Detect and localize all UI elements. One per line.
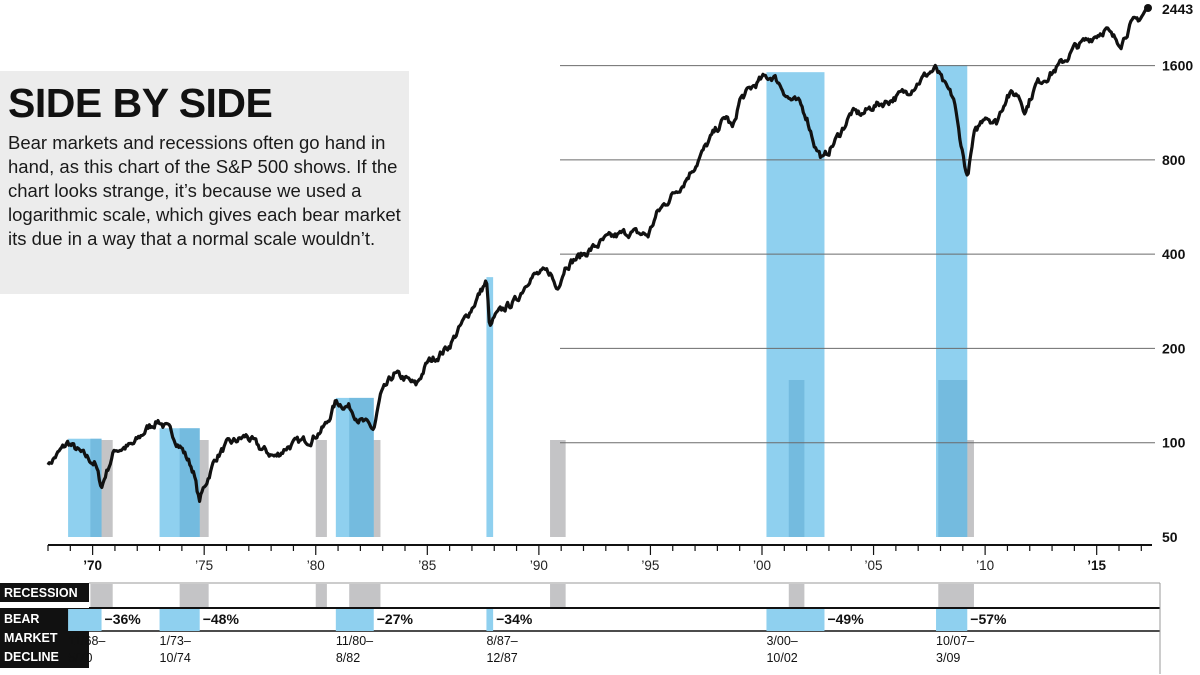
bear-decline-value: −36% [105,611,142,627]
bear-period-start: 10/07– [936,634,974,648]
recession-period-cell [938,584,974,607]
bear-period-start: 11/68– [68,634,105,648]
bear-period-cell [936,609,968,631]
bear-period-end: 3/09 [936,651,960,665]
chart-description: Bear markets and recessions often go han… [8,132,401,249]
x-tick-label: ’95 [641,558,659,573]
bear-decline-value: −34% [496,611,533,627]
y-tick-label: 1600 [1162,58,1193,74]
x-tick-label: ’70 [83,558,102,573]
y-tick-label: 200 [1162,340,1186,356]
bear-period-cell [335,609,374,631]
recession-period-cell [90,584,113,607]
overlap-band [788,380,805,537]
bear-decline-value: −27% [377,611,414,627]
gridlines [560,65,1155,444]
recession-bands [90,440,974,537]
bear-period-end: 8/82 [336,651,360,665]
bear-period-start: 8/87– [486,634,517,648]
recession-band [315,440,327,537]
recession-period-cell [788,584,805,607]
overlap-band [938,380,968,537]
bear-period-cell [159,609,200,631]
overlap-band [90,438,102,537]
y-axis: 50 100 200 400 800 1600 2443 [1162,1,1193,545]
x-tick-label: ’00 [753,558,771,573]
recession-period-cell [315,584,327,607]
recession-row-label-bg [0,583,89,602]
bear-row-label-3: DECLINE [4,650,59,664]
x-axis: ’70 ’75 ’80 ’85 ’90 ’95 ’00 ’05 ’10 ’15 [47,544,1152,573]
endpoint-marker [1144,4,1152,12]
recession-bear-table: RECESSION BEAR MARKET DECLINE −36%11/68– 5/70… [0,582,1161,674]
recession-period-cell [550,584,566,607]
recession-period-cell [179,584,209,607]
bear-period-end: 12/87 [486,651,517,665]
x-tick-label: ’80 [307,558,325,573]
bear-market-band [486,277,494,537]
y-tick-label: 2443 [1162,1,1193,17]
x-tick-label: ’05 [865,558,883,573]
bear-period-cell [68,609,102,631]
bear-period-cell [766,609,825,631]
recession-row-label: RECESSION [4,586,78,600]
recession-band [550,440,566,537]
bear-period-start: 1/73– [160,634,191,648]
sp500-line-layer [46,4,1152,503]
title-panel [0,71,409,294]
bear-period-cell [486,609,494,631]
y-tick-label: 50 [1162,529,1178,545]
bear-period-end: 10/74 [160,651,191,665]
x-tick-label: ’90 [530,558,548,573]
recession-period-cell [349,584,381,607]
y-tick-label: 800 [1162,152,1186,168]
bear-row-label-2: MARKET [4,631,58,645]
bear-row-label-1: BEAR [4,612,39,626]
y-tick-label: 100 [1162,435,1186,451]
x-tick-label: ’75 [195,558,213,573]
x-tick-label: ’85 [418,558,436,573]
bear-period-end: 5/70 [68,651,92,665]
bear-decline-value: −48% [203,611,240,627]
x-tick-label: ’15 [1087,558,1106,573]
bear-period-start: 11/80– [336,634,373,648]
bear-period-end: 10/02 [766,651,797,665]
y-tick-label: 400 [1162,246,1186,262]
chart-title: SIDE BY SIDE [8,80,273,126]
sp500-line [46,6,1149,503]
bear-decline-value: −49% [827,611,864,627]
x-tick-label: ’10 [976,558,994,573]
bear-period-start: 3/00– [766,634,797,648]
bear-decline-value: −57% [970,611,1007,627]
